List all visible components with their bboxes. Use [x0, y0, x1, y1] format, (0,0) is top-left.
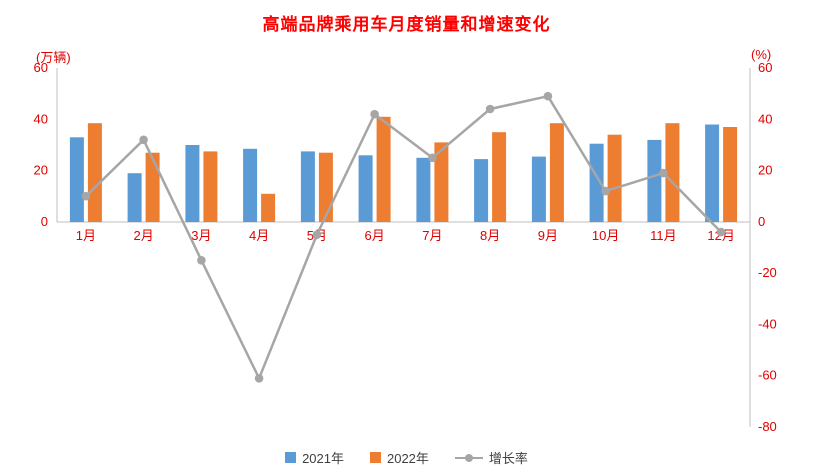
bar-2021年-3月: [185, 145, 200, 222]
chart-title: 高端品牌乘用车月度销量和增速变化: [262, 15, 551, 34]
right-axis-tick-label: -20: [758, 265, 777, 280]
bar-2022年-4月: [261, 193, 276, 222]
right-axis-tick-label: -40: [758, 316, 777, 331]
legend-item-2022: 2022年: [369, 448, 429, 467]
bar-2021年-10月: [589, 143, 604, 222]
x-axis-category-label: 1月: [76, 228, 96, 243]
bar-2022年-10月: [607, 134, 622, 222]
growth-rate-marker: [428, 153, 437, 163]
legend-label-growth-rate: 增长率: [488, 451, 528, 466]
bar-2021年-11月: [647, 139, 662, 222]
legend-label-2022: 2022年: [386, 451, 429, 466]
left-axis-unit-label: (万辆): [36, 50, 71, 65]
x-axis-category-label: 3月: [191, 228, 211, 243]
bar-2021年-8月: [474, 159, 489, 222]
growth-rate-marker: [543, 91, 553, 101]
chart-legend: 2021年 2022年 增长率: [0, 448, 813, 467]
bar-2022年-1月: [87, 123, 102, 222]
x-axis-category-label: 8月: [480, 228, 500, 243]
growth-rate-marker: [139, 135, 148, 145]
x-axis-category-label: 6月: [364, 228, 384, 243]
bar-2022年-2月: [145, 152, 160, 222]
bar-2022年-11月: [665, 123, 680, 222]
right-axis-tick-label: -80: [758, 419, 777, 434]
legend-label-2021: 2021年: [302, 451, 344, 466]
right-axis-tick-label: -60: [758, 368, 777, 383]
left-axis-tick-label: 60: [34, 60, 48, 75]
growth-rate-marker: [716, 227, 726, 237]
bar-2021年-7月: [416, 157, 431, 222]
left-axis-tick-label: 20: [34, 163, 48, 178]
x-axis-category-label: 11月: [650, 228, 677, 243]
growth-rate-marker: [659, 168, 668, 178]
bar-2022年-12月: [723, 127, 738, 222]
bar-2021年-9月: [531, 156, 546, 222]
right-axis-tick-label: 20: [758, 163, 772, 178]
legend-line-marker-icon: [454, 452, 483, 464]
growth-rate-marker: [254, 374, 264, 383]
growth-rate-marker: [312, 230, 322, 239]
growth-rate-marker: [370, 109, 379, 119]
x-axis-category-label: 9月: [538, 228, 558, 243]
bar-2021年-4月: [243, 148, 258, 222]
bar-2022年-5月: [318, 152, 333, 222]
right-axis-tick-label: 40: [758, 111, 772, 126]
left-axis-tick-label: 0: [41, 214, 48, 229]
legend-item-growth-rate: 增长率: [454, 448, 528, 467]
bar-2021年-12月: [705, 124, 720, 222]
growth-rate-marker: [601, 186, 610, 196]
bar-2022年-7月: [434, 142, 449, 222]
right-axis-unit-label: (%): [751, 47, 772, 62]
x-axis-category-label: 2月: [133, 228, 153, 243]
right-axis-tick-label: 0: [758, 214, 765, 229]
x-axis-category-label: 4月: [249, 228, 269, 243]
x-axis-category-label: 10月: [592, 228, 619, 243]
legend-item-2021: 2021年: [285, 448, 344, 467]
growth-rate-marker: [81, 191, 91, 201]
legend-swatch-2021: [285, 452, 297, 463]
bar-2022年-3月: [203, 151, 218, 222]
growth-rate-line: [84, 94, 723, 380]
left-axis-tick-label: 40: [34, 111, 48, 126]
growth-rate-marker: [485, 104, 495, 114]
bar-2021年-5月: [300, 151, 315, 222]
growth-rate-marker: [197, 255, 206, 265]
legend-swatch-2022: [369, 452, 381, 463]
bar-2021年-1月: [69, 137, 84, 222]
bar-2022年-6月: [376, 116, 391, 222]
right-axis-tick-label: 60: [758, 60, 772, 75]
bar-2022年-8月: [492, 132, 507, 222]
bar-2021年-6月: [358, 155, 373, 222]
bar-2022年-9月: [549, 123, 564, 222]
x-axis-category-label: 7月: [422, 228, 442, 243]
bar-2021年-2月: [127, 173, 142, 222]
